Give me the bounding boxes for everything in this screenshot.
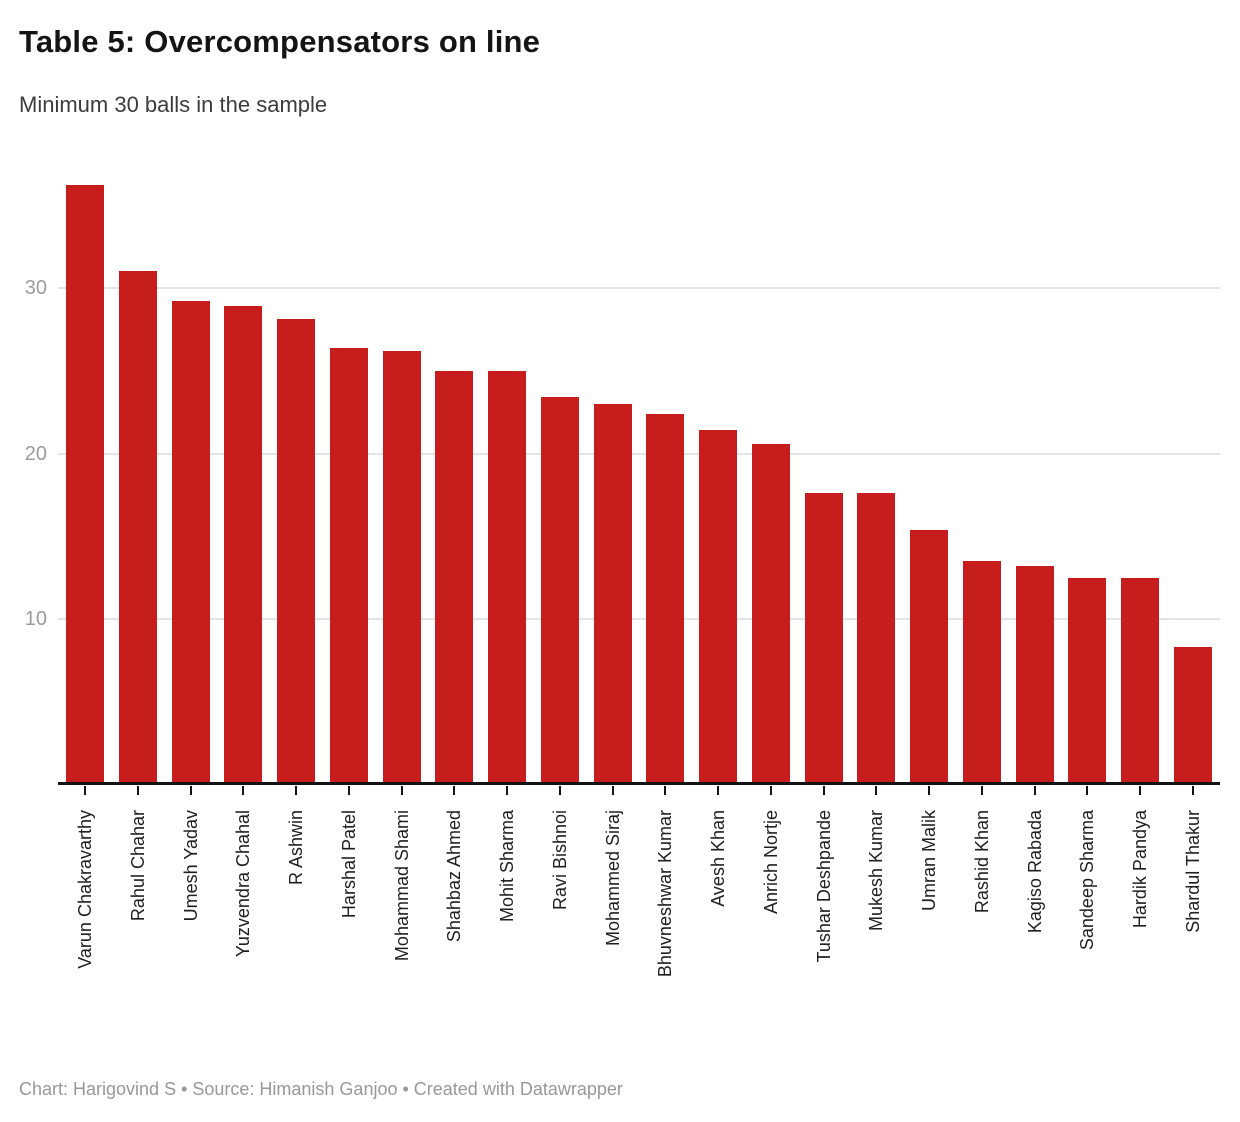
- x-axis-tick: [347, 786, 350, 795]
- x-axis-tick: [769, 786, 772, 795]
- x-axis-label: Mohammed Siraj: [602, 810, 623, 947]
- x-axis-label: Kagiso Rabada: [1024, 810, 1045, 934]
- chart-title: Table 5: Overcompensators on line: [19, 24, 541, 59]
- bar: [1015, 566, 1054, 785]
- bar: [962, 561, 1001, 785]
- bar: [540, 397, 579, 785]
- bar: [593, 403, 632, 785]
- x-axis-tick: [717, 786, 720, 795]
- x-axis-tick: [136, 786, 139, 795]
- x-axis-tick: [822, 786, 825, 795]
- x-axis-tick: [1139, 786, 1142, 795]
- bar: [699, 430, 738, 785]
- bar: [118, 271, 157, 785]
- x-axis-tick: [453, 786, 456, 795]
- x-axis-label: Ravi Bishnoi: [549, 810, 570, 911]
- x-axis-tick: [189, 786, 192, 795]
- y-gridline: [58, 452, 1220, 455]
- bar: [66, 185, 104, 785]
- x-axis-tick: [1191, 786, 1194, 795]
- x-axis-tick: [611, 786, 614, 795]
- x-axis-label: Mohammad Shami: [391, 810, 412, 962]
- x-axis-label: Shahbaz Ahmed: [444, 810, 465, 943]
- bar: [1173, 647, 1212, 785]
- x-axis-label: Yuzvendra Chahal: [233, 810, 254, 958]
- bar: [382, 350, 421, 785]
- x-axis-label: Rashid Khan: [971, 810, 992, 914]
- y-gridline: [58, 618, 1220, 621]
- x-axis-label: Avesh Khan: [708, 810, 729, 907]
- x-axis-label: Bhuvneshwar Kumar: [655, 810, 676, 978]
- x-axis-label: Umran Malik: [919, 810, 940, 912]
- x-axis-tick: [980, 786, 983, 795]
- x-axis-tick: [295, 786, 298, 795]
- x-axis-label: Mohit Sharma: [497, 810, 518, 923]
- x-axis-label: Shardul Thakur: [1182, 810, 1203, 933]
- x-axis-tick: [558, 786, 561, 795]
- x-axis-label: Tushar Deshpande: [813, 810, 834, 963]
- x-axis-tick: [928, 786, 931, 795]
- bar: [751, 443, 790, 785]
- x-axis-label: Mukesh Kumar: [866, 810, 887, 932]
- x-axis-tick: [506, 786, 509, 795]
- bar: [224, 306, 263, 785]
- bar: [329, 347, 368, 785]
- x-axis-tick: [400, 786, 403, 795]
- bar: [910, 529, 949, 785]
- chart-footer: Chart: Harigovind S • Source: Himanish G…: [19, 1079, 623, 1099]
- y-axis-tick-label: 10: [24, 608, 47, 631]
- x-axis-tick: [664, 786, 667, 795]
- bar: [646, 413, 685, 785]
- x-axis-label: Harshal Patel: [338, 810, 359, 919]
- y-axis-tick-label: 20: [24, 442, 47, 465]
- x-axis-tick: [242, 786, 245, 795]
- bar: [171, 301, 210, 785]
- x-axis-label: Umesh Yadav: [180, 810, 201, 922]
- x-axis-label: Rahul Chahar: [127, 810, 148, 922]
- plot-area: [58, 150, 1220, 795]
- bar: [804, 493, 843, 785]
- x-axis-tick: [1086, 786, 1089, 795]
- bar: [435, 370, 474, 785]
- x-axis-tick: [1033, 786, 1036, 795]
- y-axis-tick-label: 30: [24, 276, 47, 299]
- chart-subtitle: Minimum 30 balls in the sample: [19, 92, 328, 117]
- bar: [857, 493, 896, 785]
- x-axis-label: Anrich Nortje: [760, 810, 781, 915]
- bar: [1068, 577, 1107, 785]
- x-axis-label: Sandeep Sharma: [1077, 810, 1098, 951]
- x-axis-tick: [875, 786, 878, 795]
- bar: [277, 319, 316, 785]
- x-axis-label: Hardik Pandya: [1130, 810, 1151, 929]
- x-axis-line: [58, 782, 1220, 785]
- bar: [488, 370, 527, 785]
- x-axis-tick: [84, 786, 86, 795]
- x-axis-label: R Ashwin: [286, 810, 307, 886]
- bar: [1121, 577, 1160, 785]
- x-axis-label: Varun Chakravarthy: [75, 810, 95, 969]
- y-gridline: [58, 286, 1220, 289]
